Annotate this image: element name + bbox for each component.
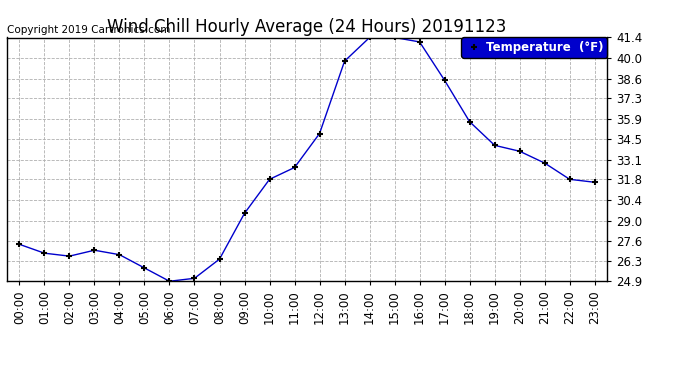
Title: Wind Chill Hourly Average (24 Hours) 20191123: Wind Chill Hourly Average (24 Hours) 201… (108, 18, 506, 36)
Text: Copyright 2019 Cartronics.com: Copyright 2019 Cartronics.com (7, 25, 170, 35)
Legend: Temperature  (°F): Temperature (°F) (462, 38, 607, 58)
